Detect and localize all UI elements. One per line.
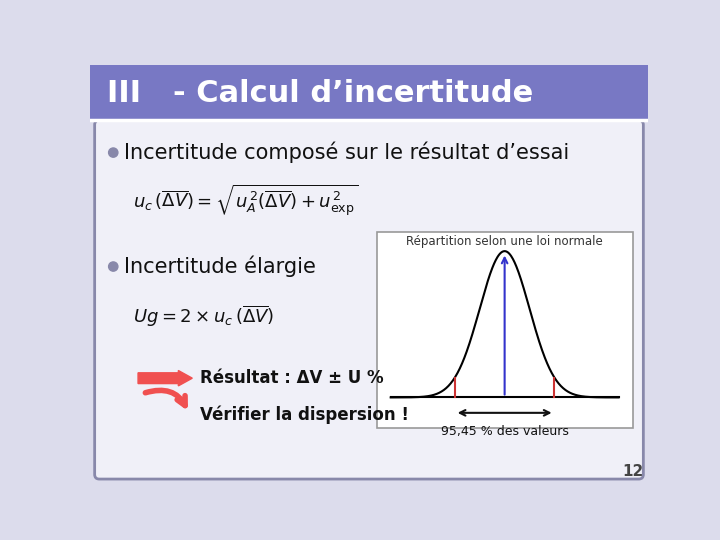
Text: Incertitude élargie: Incertitude élargie — [124, 256, 316, 278]
FancyArrow shape — [138, 370, 192, 386]
Text: III   - Calcul d’incertitude: III - Calcul d’incertitude — [107, 79, 534, 108]
Text: 12: 12 — [622, 464, 643, 479]
Text: Vérifier la dispersion !: Vérifier la dispersion ! — [200, 406, 409, 424]
Text: $Ug = 2 \times u_c\,(\overline{\Delta V})$: $Ug = 2 \times u_c\,(\overline{\Delta V}… — [132, 304, 274, 329]
Bar — [90, 65, 648, 120]
Circle shape — [109, 262, 118, 271]
Circle shape — [109, 148, 118, 157]
Text: Résultat : ΔV ± U %: Résultat : ΔV ± U % — [200, 369, 384, 387]
Text: Incertitude composé sur le résultat d’essai: Incertitude composé sur le résultat d’es… — [124, 142, 570, 163]
Text: 95,45 % des valeurs: 95,45 % des valeurs — [441, 425, 569, 438]
Bar — [377, 232, 632, 428]
Text: Répartition selon une loi normale: Répartition selon une loi normale — [406, 235, 603, 248]
FancyBboxPatch shape — [94, 120, 644, 479]
Text: $u_c\,(\overline{\Delta V}) = \sqrt{u_A^{\,2}(\overline{\Delta V})+u_{\mathrm{ex: $u_c\,(\overline{\Delta V}) = \sqrt{u_A^… — [132, 183, 358, 219]
